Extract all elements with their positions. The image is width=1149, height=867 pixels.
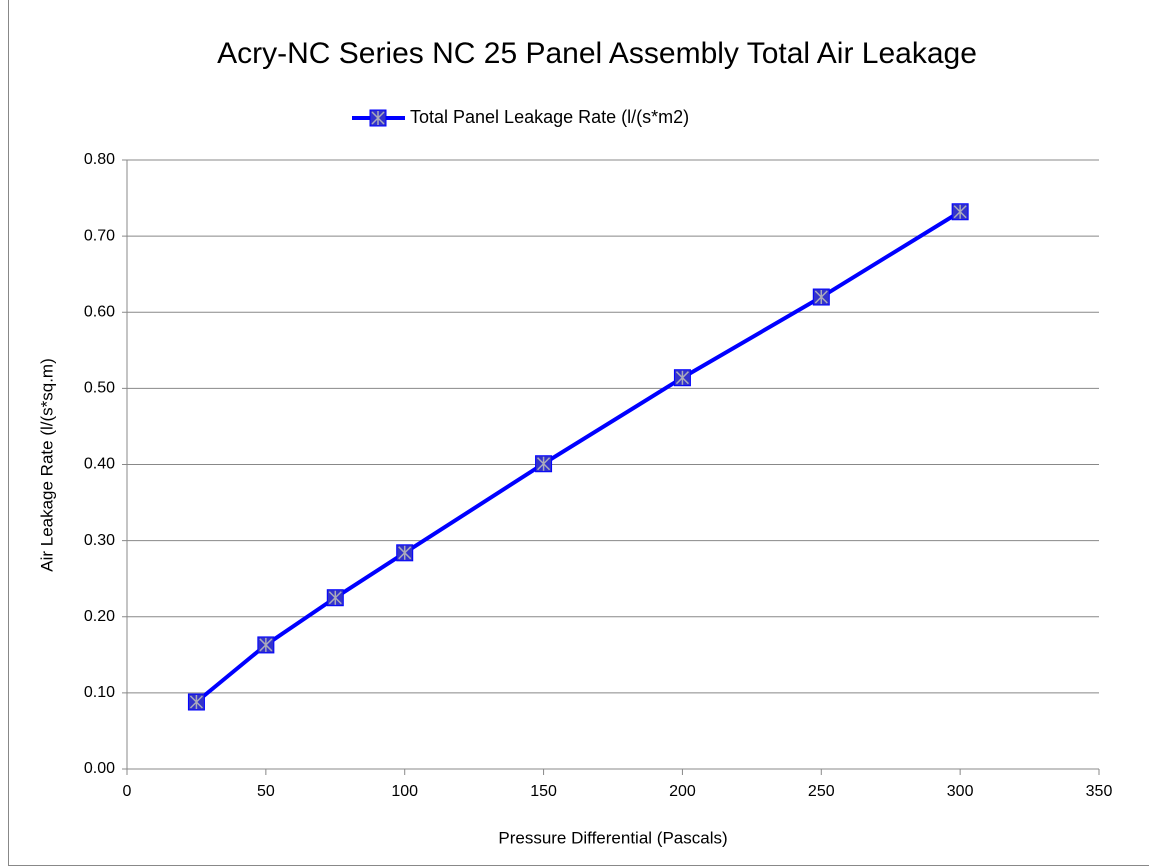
chart-border xyxy=(8,0,1149,866)
y-tick-label: 0.20 xyxy=(84,608,115,625)
x-axis-label: Pressure Differential (Pascals) xyxy=(498,828,727,847)
marker xyxy=(396,544,414,562)
marker xyxy=(326,589,344,607)
y-tick-label: 0.10 xyxy=(84,684,115,701)
y-tick-label: 0.30 xyxy=(84,532,115,549)
marker xyxy=(187,693,205,711)
legend-label: Total Panel Leakage Rate (l/(s*m2) xyxy=(410,107,689,127)
marker xyxy=(812,288,830,306)
chart-title: Acry-NC Series NC 25 Panel Assembly Tota… xyxy=(217,37,977,70)
series-line xyxy=(195,210,962,704)
marker xyxy=(673,369,691,387)
x-tick-label: 100 xyxy=(391,783,418,800)
marker xyxy=(535,455,553,473)
x-tick-label: 0 xyxy=(123,783,132,800)
y-tick-label: 0.60 xyxy=(84,303,115,320)
y-axis-label: Air Leakage Rate (l/(s*sq.m) xyxy=(37,358,56,572)
marker xyxy=(257,636,275,654)
x-tick-label: 50 xyxy=(257,783,275,800)
y-tick-label: 0.00 xyxy=(84,760,115,777)
y-tick-label: 0.40 xyxy=(84,456,115,473)
x-tick-label: 350 xyxy=(1086,783,1113,800)
marker xyxy=(951,203,969,221)
x-tick-label: 150 xyxy=(530,783,557,800)
y-tick-label: 0.70 xyxy=(84,227,115,244)
x-tick-label: 300 xyxy=(947,783,974,800)
marker xyxy=(369,109,387,127)
y-tick-label: 0.80 xyxy=(84,151,115,168)
y-tick-label: 0.50 xyxy=(84,380,115,397)
x-tick-label: 200 xyxy=(669,783,696,800)
x-tick-label: 250 xyxy=(808,783,835,800)
